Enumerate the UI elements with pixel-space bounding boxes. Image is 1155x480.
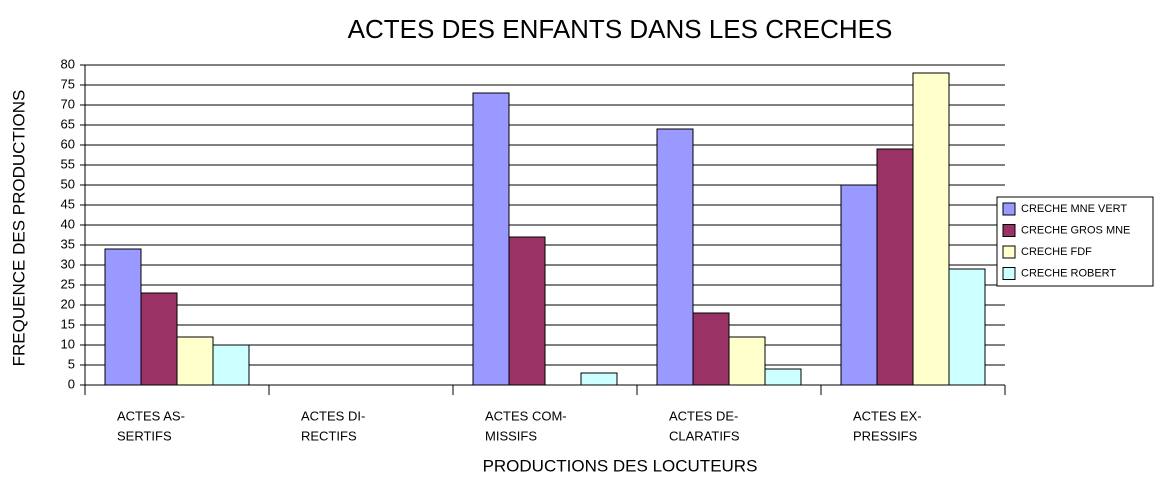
bar	[656, 128, 694, 386]
y-axis-title: FREQUENCE DES PRODUCTIONS	[9, 90, 28, 367]
y-tick-label: 30	[61, 256, 75, 271]
bar	[580, 372, 618, 386]
bar	[212, 344, 250, 386]
bar	[912, 72, 950, 386]
y-tick-label: 5	[68, 356, 75, 371]
legend-label: CRECHE FDF	[1021, 246, 1092, 258]
y-tick-label: 45	[61, 196, 75, 211]
x-tick-label: RECTIFS	[301, 428, 357, 443]
bar	[140, 292, 178, 386]
x-tick-label: CLARATIFS	[669, 428, 740, 443]
y-tick-label: 70	[61, 96, 75, 111]
legend-label: CRECHE GROS MNE	[1021, 224, 1130, 236]
bar	[508, 236, 546, 386]
x-tick-label: ACTES DE-	[669, 408, 738, 423]
legend-label: CRECHE ROBERT	[1021, 267, 1116, 279]
x-tick-label: ACTES EX-	[853, 408, 922, 423]
y-tick-label: 15	[61, 316, 75, 331]
x-axis-title: PRODUCTIONS DES LOCUTEURS	[483, 456, 758, 475]
bar	[948, 268, 986, 386]
y-tick-label: 75	[61, 76, 75, 91]
bar	[472, 92, 510, 386]
bar	[104, 248, 142, 386]
legend-label: CRECHE MNE VERT	[1021, 203, 1127, 215]
bar	[692, 312, 730, 386]
y-tick-label: 25	[61, 276, 75, 291]
legend-swatch	[1002, 202, 1016, 216]
x-tick-label: PRESSIFS	[853, 428, 918, 443]
y-tick-label: 60	[61, 136, 75, 151]
bar	[764, 368, 802, 386]
x-tick-label: ACTES COM-	[485, 408, 567, 423]
y-tick-label: 50	[61, 176, 75, 191]
x-tick-label: MISSIFS	[485, 428, 537, 443]
x-tick-label: SERTIFS	[117, 428, 172, 443]
bar	[876, 148, 914, 386]
legend-box	[996, 196, 1154, 287]
y-tick-label: 80	[61, 56, 75, 71]
y-tick-label: 55	[61, 156, 75, 171]
y-tick-label: 10	[61, 336, 75, 351]
y-tick-label: 20	[61, 296, 75, 311]
legend-swatch	[1002, 224, 1016, 237]
x-tick-label: ACTES DI-	[301, 408, 365, 423]
legend-swatch	[1002, 245, 1016, 259]
bar	[840, 184, 878, 386]
y-tick-label: 65	[61, 116, 75, 131]
y-tick-label: 35	[61, 236, 75, 251]
y-tick-label: 40	[61, 216, 75, 231]
bar	[176, 336, 214, 386]
legend-swatch	[1002, 267, 1016, 280]
chart-title: ACTES DES ENFANTS DANS LES CRECHES	[348, 14, 893, 44]
bar	[728, 336, 766, 386]
y-tick-label: 0	[68, 376, 75, 391]
x-tick-label: ACTES AS-	[117, 408, 185, 423]
